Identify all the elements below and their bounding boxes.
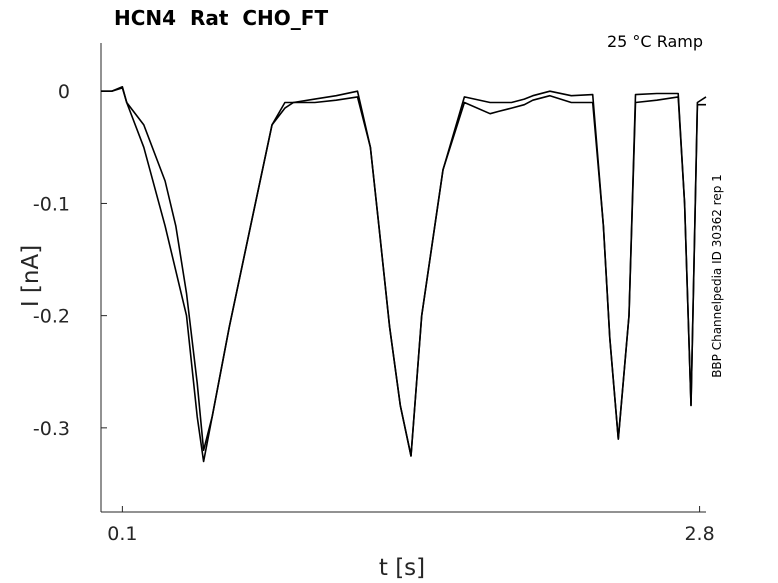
series-line <box>101 87 706 457</box>
y-tick-label: -0.2 <box>33 306 70 328</box>
chart-title: HCN4 Rat CHO_FT <box>114 6 329 30</box>
side-label: BBP Channelpedia ID 30362 rep 1 <box>710 174 724 378</box>
x-tick-label: 2.8 <box>684 523 714 545</box>
y-tick-label: -0.3 <box>33 418 70 440</box>
y-axis-label: I [nA] <box>18 245 44 307</box>
y-tick-label: 0 <box>58 81 70 103</box>
x-tick-label: 0.1 <box>107 523 137 545</box>
y-tick-label: -0.1 <box>33 193 70 215</box>
annotation-label: 25 °C Ramp <box>607 32 703 51</box>
traces <box>101 86 707 463</box>
axes: 0.1 2.8 0 -0.1 -0.2 -0.3 <box>33 43 715 545</box>
x-axis-label: t [s] <box>379 555 425 581</box>
